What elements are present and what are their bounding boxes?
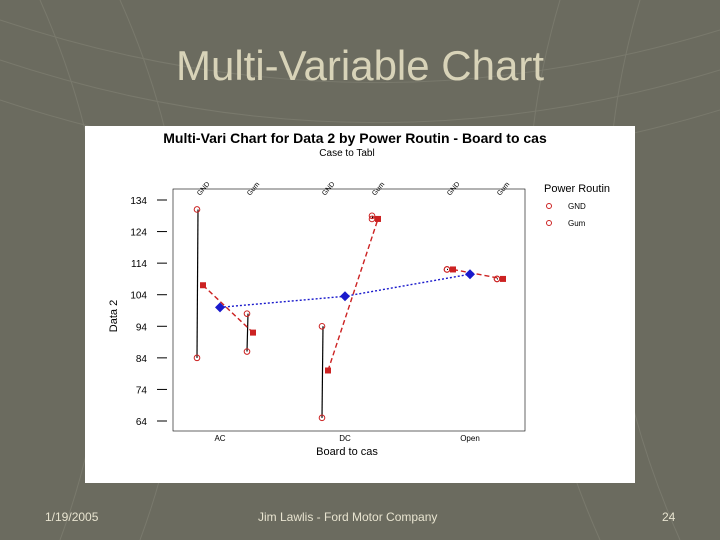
slide-title: Multi-Variable Chart bbox=[175, 42, 544, 89]
range-line bbox=[321, 326, 324, 418]
data-point bbox=[318, 322, 326, 330]
data-point bbox=[193, 354, 201, 362]
y-tick-label: 124 bbox=[130, 228, 147, 239]
data-point bbox=[193, 206, 201, 213]
footer-page-number: 24 bbox=[662, 510, 676, 524]
range-line bbox=[196, 209, 199, 358]
legend-marker bbox=[546, 203, 552, 209]
subgroup-mean-line bbox=[327, 218, 379, 371]
overall-mean-marker bbox=[215, 302, 225, 313]
legend-marker bbox=[546, 220, 552, 226]
legend-title: Power Routin bbox=[544, 183, 610, 195]
y-tick-label: 114 bbox=[131, 259, 147, 270]
subgroup-mean-marker bbox=[200, 282, 206, 289]
data-point bbox=[318, 414, 326, 422]
x-tick-label: DC bbox=[339, 434, 351, 443]
subgroup-mean-marker bbox=[325, 367, 331, 374]
data-point bbox=[243, 348, 251, 355]
y-tick-label: 64 bbox=[136, 417, 148, 428]
y-tick-label: 94 bbox=[136, 322, 148, 333]
y-tick-label: 134 bbox=[130, 196, 147, 207]
legend-entry: Gum bbox=[568, 219, 586, 228]
plot-frame bbox=[172, 188, 526, 432]
subgroup-mean-line bbox=[202, 284, 254, 334]
footer-center-text: Jim Lawlis - Ford Motor Company bbox=[258, 510, 438, 524]
x-tick-label: Open bbox=[460, 434, 480, 443]
y-tick-label: 84 bbox=[136, 354, 148, 365]
data-point bbox=[368, 212, 376, 220]
overall-mean-marker bbox=[340, 291, 350, 302]
data-point bbox=[368, 215, 376, 223]
y-tick-label: 104 bbox=[130, 291, 147, 302]
chart-panel: Multi-Vari Chart for Data 2 by Power Rou… bbox=[85, 126, 635, 483]
overall-mean-marker bbox=[465, 269, 475, 280]
data-point bbox=[243, 310, 251, 317]
y-axis-label: Data 2 bbox=[108, 300, 120, 332]
range-line bbox=[246, 313, 249, 352]
legend-entry: GND bbox=[568, 202, 586, 211]
footer-date: 1/19/2005 bbox=[45, 510, 99, 524]
data-point bbox=[443, 266, 451, 273]
subgroup-mean-marker bbox=[250, 329, 256, 336]
x-axis-label: Board to cas bbox=[316, 446, 378, 458]
multi-vari-chart: Multi-Vari Chart for Data 2 by Power Rou… bbox=[108, 130, 610, 458]
overall-mean-line bbox=[219, 273, 471, 309]
subgroup-mean-marker bbox=[450, 266, 456, 273]
chart-title: Multi-Vari Chart for Data 2 by Power Rou… bbox=[163, 130, 547, 146]
chart-subtitle: Case to Tabl bbox=[319, 148, 374, 159]
data-point bbox=[493, 275, 501, 283]
subgroup-mean-marker bbox=[500, 275, 506, 282]
subgroup-mean-marker bbox=[375, 215, 381, 222]
y-tick-label: 74 bbox=[136, 385, 148, 396]
x-tick-label: AC bbox=[214, 434, 225, 443]
subgroup-mean-line bbox=[452, 268, 504, 280]
